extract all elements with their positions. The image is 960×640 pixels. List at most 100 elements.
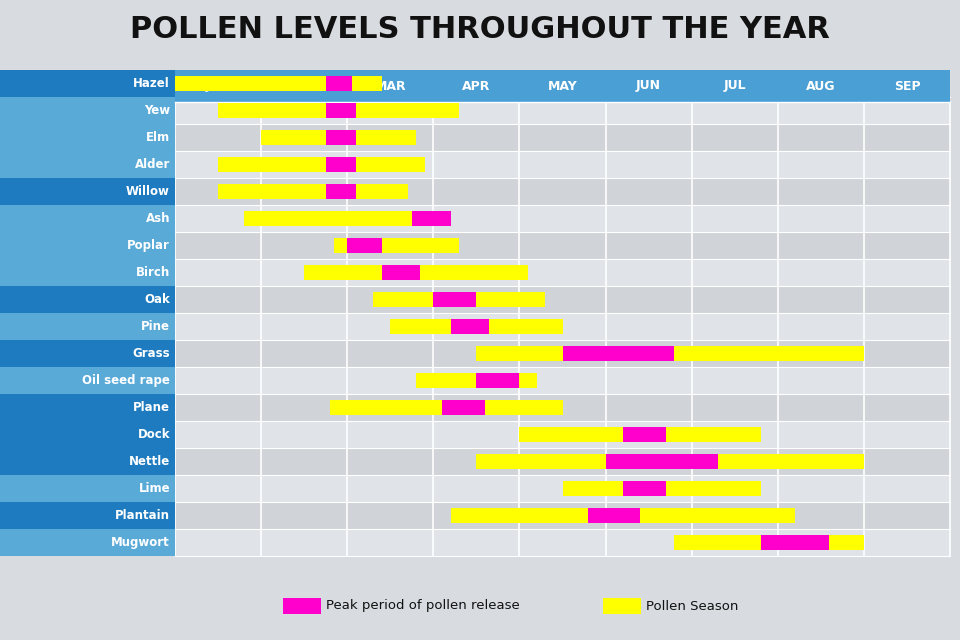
Text: POLLEN LEVELS THROUGHOUT THE YEAR: POLLEN LEVELS THROUGHOUT THE YEAR xyxy=(130,15,830,45)
Bar xyxy=(334,239,459,253)
Text: Yew: Yew xyxy=(144,104,170,117)
Bar xyxy=(175,367,950,394)
Text: Peak period of pollen release: Peak period of pollen release xyxy=(326,600,520,612)
Text: Hazel: Hazel xyxy=(133,77,170,90)
Bar xyxy=(760,536,829,550)
Text: Grass: Grass xyxy=(132,347,170,360)
Bar xyxy=(175,205,950,232)
Bar xyxy=(175,475,950,502)
Bar xyxy=(175,502,950,529)
Bar xyxy=(175,529,950,556)
Bar xyxy=(623,428,666,442)
Bar xyxy=(175,97,950,124)
Bar xyxy=(175,76,382,90)
Bar xyxy=(0,367,175,394)
Bar xyxy=(175,313,950,340)
Bar xyxy=(0,259,175,286)
Bar xyxy=(864,70,950,102)
Bar xyxy=(175,448,950,475)
Bar xyxy=(563,481,760,495)
Bar xyxy=(0,286,175,313)
Bar xyxy=(175,340,950,367)
Bar xyxy=(606,70,691,102)
Text: Alder: Alder xyxy=(134,158,170,171)
Bar xyxy=(0,70,175,97)
Text: AUG: AUG xyxy=(806,79,835,93)
Text: Mugwort: Mugwort xyxy=(111,536,170,549)
Bar xyxy=(175,70,261,102)
Text: Ash: Ash xyxy=(146,212,170,225)
Bar xyxy=(519,70,606,102)
Text: Plantain: Plantain xyxy=(115,509,170,522)
Bar xyxy=(450,508,795,522)
Bar xyxy=(603,598,640,614)
Bar xyxy=(691,70,778,102)
Bar xyxy=(476,454,864,468)
Bar xyxy=(244,211,450,225)
Bar xyxy=(0,97,175,124)
Text: Birch: Birch xyxy=(135,266,170,279)
Bar xyxy=(175,232,950,259)
Bar xyxy=(563,346,675,360)
Text: MAR: MAR xyxy=(374,79,406,93)
Bar xyxy=(325,131,356,145)
Text: Poplar: Poplar xyxy=(127,239,170,252)
Bar xyxy=(330,401,563,415)
Bar xyxy=(391,319,563,333)
Bar xyxy=(261,131,416,145)
Text: SEP: SEP xyxy=(894,79,921,93)
Text: Elm: Elm xyxy=(146,131,170,144)
Text: JUL: JUL xyxy=(724,79,746,93)
Bar xyxy=(0,448,175,475)
Bar xyxy=(588,508,640,522)
Bar xyxy=(175,286,950,313)
Bar xyxy=(175,421,950,448)
Bar xyxy=(304,266,528,280)
Bar xyxy=(476,374,519,387)
Bar xyxy=(0,232,175,259)
Bar xyxy=(0,178,175,205)
Bar xyxy=(433,70,519,102)
Bar xyxy=(175,70,950,97)
Bar xyxy=(325,157,356,172)
Bar xyxy=(325,76,351,90)
Bar xyxy=(261,70,348,102)
Bar xyxy=(282,598,321,614)
Bar xyxy=(325,184,356,198)
Text: Nettle: Nettle xyxy=(129,455,170,468)
Bar xyxy=(675,536,864,550)
Text: Plane: Plane xyxy=(133,401,170,414)
Text: Dock: Dock xyxy=(137,428,170,441)
Bar xyxy=(442,401,485,415)
Bar xyxy=(218,104,459,118)
Bar xyxy=(175,178,950,205)
Text: Oil seed rape: Oil seed rape xyxy=(83,374,170,387)
Text: Willow: Willow xyxy=(126,185,170,198)
Bar xyxy=(0,151,175,178)
Bar xyxy=(373,292,545,307)
Bar xyxy=(0,394,175,421)
Bar xyxy=(0,340,175,367)
Text: APR: APR xyxy=(462,79,491,93)
Bar xyxy=(382,266,420,280)
Bar xyxy=(218,157,424,172)
Bar xyxy=(0,124,175,151)
Text: Pine: Pine xyxy=(141,320,170,333)
Bar xyxy=(416,374,537,387)
Bar xyxy=(0,313,175,340)
Text: FEB: FEB xyxy=(291,79,318,93)
Bar xyxy=(476,346,864,360)
Text: JAN: JAN xyxy=(205,79,230,93)
Bar xyxy=(325,104,356,118)
Text: Pollen Season: Pollen Season xyxy=(646,600,739,612)
Bar xyxy=(0,475,175,502)
Text: Lime: Lime xyxy=(138,482,170,495)
Bar xyxy=(348,239,382,253)
Text: MAY: MAY xyxy=(547,79,577,93)
Bar xyxy=(519,428,760,442)
Bar xyxy=(218,184,407,198)
Bar xyxy=(175,394,950,421)
Text: JUN: JUN xyxy=(636,79,661,93)
Bar xyxy=(623,481,666,495)
Bar xyxy=(606,454,717,468)
